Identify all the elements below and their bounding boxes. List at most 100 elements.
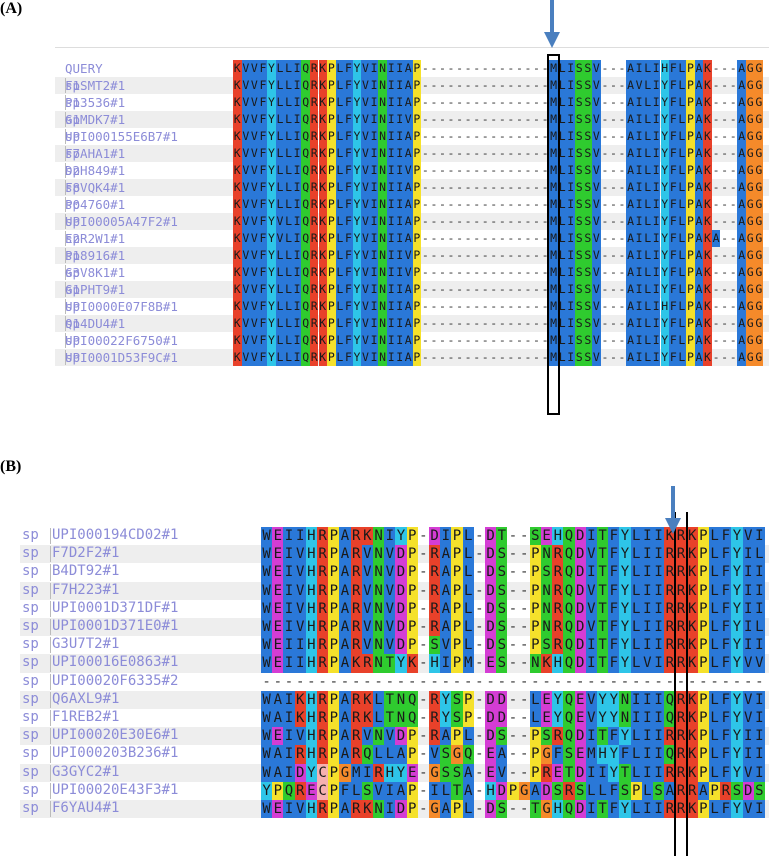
residue: V [585,709,597,728]
residue: - [490,214,498,228]
residue: - [421,78,429,92]
residue: K [294,690,306,709]
residue: R [429,563,441,582]
residue: L [643,247,652,264]
sequence-id[interactable]: P18916#1 [65,248,126,263]
sequence-id[interactable]: G1MDK7#1 [65,112,126,127]
sequence-id[interactable]: UPI00020E30E6#1 [52,727,179,744]
residue: W [261,563,273,582]
sequence-id[interactable]: F7H223#1 [52,581,120,598]
sequence-id[interactable]: UPI00020F6335#2 [52,672,179,689]
sequence-id[interactable]: F6YAU4#1 [52,800,120,816]
residue: - [533,146,540,160]
residue: I [292,145,302,162]
residue: V [250,77,259,94]
residue: P [272,781,284,800]
sequence-id[interactable]: F7AHA1#1 [65,146,126,161]
residue: Q [301,77,310,94]
residue: F [344,349,353,366]
sequence-id[interactable]: UPI000155E6B7#1 [65,129,178,144]
residue: - [295,673,305,690]
sequence-id[interactable]: QUERY [65,61,103,76]
residue: - [598,673,607,690]
sequence-id[interactable]: F1SMT2#1 [65,78,126,93]
residue: P [327,145,336,162]
sequence-id[interactable]: Q6AXL9#1 [52,690,120,707]
residue: P [686,162,695,179]
sequence-id[interactable]: UPI00005A47F2#1 [65,214,178,229]
residue: - [508,746,518,763]
sequence-id[interactable]: E2R2W1#1 [65,231,126,246]
residue: - [620,673,630,690]
residue: - [601,61,609,75]
residue: F [344,196,353,213]
residue: V [361,545,373,564]
residue: - [524,197,532,211]
residue: - [481,214,489,228]
sequence-id[interactable]: UPI0001D371E0#1 [52,618,179,634]
residue: G [746,128,755,145]
residue: L [643,315,652,332]
residue: R [664,654,676,673]
residue: V [241,298,251,315]
residue: - [464,299,472,313]
sequence-id[interactable]: F1REB2#1 [52,709,120,725]
sequence-id[interactable]: UPI000203B236#1 [52,745,179,762]
residue: - [609,350,617,364]
residue: V [241,128,251,145]
residue: N [373,727,385,746]
residue: P [327,332,336,349]
residue: - [755,673,764,690]
residue: R [686,781,698,800]
sequence-id[interactable]: Q14DU4#1 [65,316,126,331]
sequence-id[interactable]: UPI00022F6750#1 [65,333,178,348]
residue: K [686,599,698,618]
sequence-id[interactable]: UPI0001D53F9C#1 [65,350,178,365]
residue: - [519,801,529,817]
residue: G [746,60,755,77]
residue: Y [731,618,743,637]
residue: K [361,709,373,728]
residue: V [592,128,601,145]
residue: A [626,349,635,366]
residue: V [361,247,370,264]
residue: V [361,636,373,655]
residue: D [574,563,586,582]
residue: P [327,230,336,247]
residue: V [241,247,251,264]
residue: L [677,298,687,315]
residue: L [275,77,285,94]
residue: P [697,690,709,709]
sequence-id[interactable]: G3V8K1#1 [65,265,126,280]
residue: P [327,128,336,145]
sequence-id[interactable]: UPI0000E07F8B#1 [65,299,178,314]
residue: - [438,282,446,296]
sequence-id[interactable]: G3U7T2#1 [52,636,120,653]
residue: G [746,162,755,179]
residue: V [361,179,370,196]
sequence-id[interactable]: UPI00020E43F3#1 [52,781,179,798]
residue: K [233,315,242,332]
sequence-id[interactable]: UPI000194CD02#1 [52,527,179,543]
residue: L [557,349,567,366]
residue: S [583,298,593,315]
sequence-id[interactable]: UPI0001D371DF#1 [52,599,179,616]
sequence-id[interactable]: F7D2F2#1 [52,545,120,562]
sequence-id[interactable]: P13536#1 [65,95,126,110]
sequence-id[interactable]: G1PHT9#1 [65,282,126,297]
residue: I [653,563,665,582]
sequence-id[interactable]: F8VQK4#1 [65,180,126,195]
sequence-id[interactable]: P04760#1 [65,197,126,212]
residue: K [703,179,712,196]
residue: - [507,333,515,347]
residue: R [429,727,441,746]
residue: Y [352,162,362,179]
residue: F [258,247,268,264]
residue: - [687,673,697,690]
sequence-id[interactable]: G3GYC2#1 [52,763,120,780]
residue: L [643,230,652,247]
residue: M [549,247,558,264]
sequence-id[interactable]: D2H849#1 [65,163,126,178]
sequence-id[interactable]: B4DT92#1 [52,563,120,580]
sequence-id[interactable]: UPI00016E0863#1 [52,654,179,671]
